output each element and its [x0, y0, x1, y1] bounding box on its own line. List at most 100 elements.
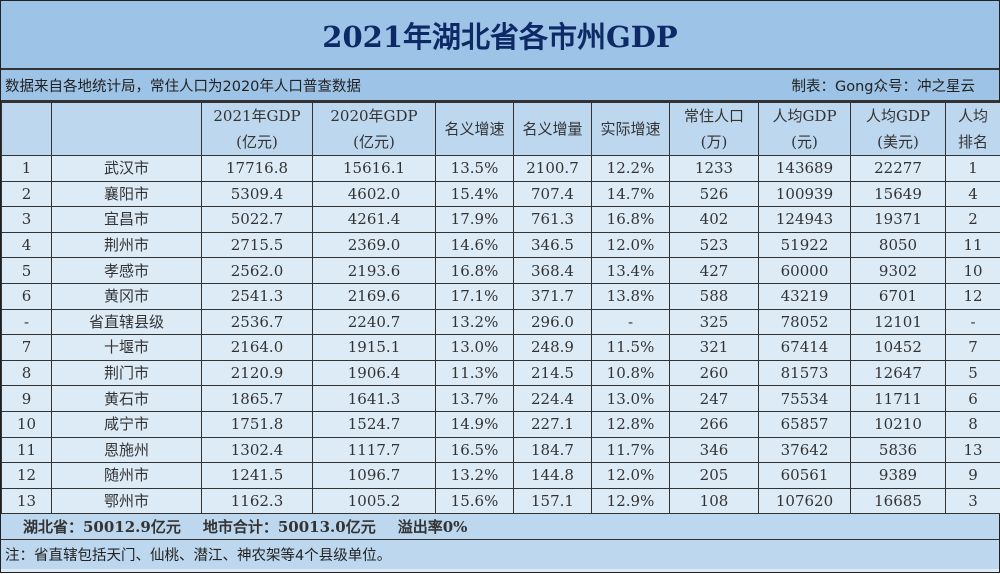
province-total: 湖北省：50012.9亿元: [23, 518, 181, 537]
column-header: 名义增速: [435, 102, 514, 156]
table-cell: 75534: [758, 385, 851, 412]
table-cell: 346: [669, 436, 759, 464]
table-cell: 143689: [758, 155, 851, 182]
table-cell: 17.1%: [435, 282, 514, 310]
table-cell: 2100.7: [513, 155, 592, 182]
table-cell: 10: [945, 257, 1000, 284]
table-cell: 黄石市: [51, 385, 202, 412]
column-header-unit: (亿元): [312, 129, 436, 156]
table-cell: 4: [1, 231, 52, 259]
table-cell: 13: [945, 436, 1000, 464]
table-cell: 184.7: [513, 436, 592, 464]
table-cell: 襄阳市: [51, 180, 202, 208]
table-cell: 14.7%: [591, 180, 670, 208]
table-cell: 100939: [758, 180, 851, 208]
table-cell: 9389: [850, 462, 946, 489]
table-cell: 12647: [850, 359, 946, 387]
table-cell: 227.1: [513, 410, 592, 438]
table-cell: 9302: [850, 257, 946, 284]
table-cell: 8050: [850, 231, 946, 259]
column-header: 名义增量: [513, 102, 592, 156]
table-cell: 11.7%: [591, 436, 670, 464]
table-cell: 5309.4: [201, 180, 313, 208]
table-cell: 12.8%: [591, 410, 670, 438]
table-cell: 2240.7: [312, 308, 436, 336]
table-row: 6 黄冈市 2541.3 2169.6 17.1% 371.7 13.8% 588 43219 6…: [1, 282, 1000, 310]
table-cell: 1302.4: [201, 436, 313, 464]
table-cell: 鄂州市: [51, 487, 202, 515]
table-cell: 266: [669, 410, 759, 438]
table-row: 8 荆门市 2120.9 1906.4 11.3% 214.5 10.8% 260 81573 1…: [1, 359, 1000, 387]
table-cell: 588: [669, 282, 759, 310]
table-cell: 13.5%: [435, 155, 514, 182]
column-header-unit: (万): [669, 129, 759, 156]
table-row: 1 武汉市 17716.8 15616.1 13.5% 2100.7 12.2% 1233 14…: [1, 155, 1000, 182]
table-cell: 1005.2: [312, 487, 436, 515]
table-body: 1 武汉市 17716.8 15616.1 13.5% 2100.7 12.2% 1233 14…: [1, 155, 1000, 515]
table-cell: 37642: [758, 436, 851, 464]
cities-total: 地市合计：50013.0亿元: [202, 518, 376, 537]
table-cell: 武汉市: [51, 155, 202, 182]
table-cell: 12.0%: [591, 462, 670, 489]
overflow-rate: 溢出率0%: [397, 518, 468, 537]
source-bar: 数据来自各地统计局，常住人口为2020年人口普查数据 制表：Gong众号：冲之星…: [1, 70, 999, 102]
table-cell: 214.5: [513, 359, 592, 387]
table-cell: 523: [669, 231, 759, 259]
table-cell: 260: [669, 359, 759, 387]
table-cell: 8: [945, 410, 1000, 438]
table-cell: 6701: [850, 282, 946, 310]
table-cell: 10210: [850, 410, 946, 438]
table-row: 13 鄂州市 1162.3 1005.2 15.6% 157.1 12.9% 108 10762…: [1, 487, 1000, 515]
table-cell: 321: [669, 334, 759, 361]
table-cell: 11711: [850, 385, 946, 412]
table-cell: 14.6%: [435, 231, 514, 259]
table-cell: 15.6%: [435, 487, 514, 515]
table-cell: 2: [1, 180, 52, 208]
table-cell: 10452: [850, 334, 946, 361]
table-cell: 5: [945, 359, 1000, 387]
summary-row: 湖北省：50012.9亿元 地市合计：50013.0亿元 溢出率0%: [1, 514, 999, 541]
table-cell: 296.0: [513, 308, 592, 336]
table-cell: 16.8%: [591, 206, 670, 233]
table-cell: 108: [669, 487, 759, 515]
table-cell: 15.4%: [435, 180, 514, 208]
table-row: 7 十堰市 2164.0 1915.1 13.0% 248.9 11.5% 321 67414 1…: [1, 334, 1000, 361]
table-cell: 2164.0: [201, 334, 313, 361]
table-cell: 4261.4: [312, 206, 436, 233]
table-cell: 13.0%: [435, 334, 514, 361]
table-cell: 12.9%: [591, 487, 670, 515]
table-cell: 65857: [758, 410, 851, 438]
table-row: 2 襄阳市 5309.4 4602.0 15.4% 707.4 14.7% 526 100939…: [1, 180, 1000, 208]
table-cell: 13.0%: [591, 385, 670, 412]
table-cell: 1524.7: [312, 410, 436, 438]
table-cell: -: [945, 308, 1000, 336]
source-note: 数据来自各地统计局，常住人口为2020年人口普查数据: [5, 78, 361, 95]
table-cell: 13.2%: [435, 308, 514, 336]
table-cell: 247: [669, 385, 759, 412]
column-header: 人均GDP: [758, 102, 851, 129]
table-cell: 205: [669, 462, 759, 489]
table-cell: 6: [945, 385, 1000, 412]
table-cell: 51922: [758, 231, 851, 259]
table-cell: 1641.3: [312, 385, 436, 412]
table-cell: 省直辖县级: [51, 308, 202, 336]
table-cell: 526: [669, 180, 759, 208]
table-cell: 325: [669, 308, 759, 336]
table-cell: 60000: [758, 257, 851, 284]
table-cell: 427: [669, 257, 759, 284]
table-cell: 3: [1, 206, 52, 233]
table-cell: 224.4: [513, 385, 592, 412]
table-cell: 11.3%: [435, 359, 514, 387]
table-cell: 13.8%: [591, 282, 670, 310]
table-cell: 17716.8: [201, 155, 313, 182]
footnote: 注：省直辖包括天门、仙桃、潜江、神农架等4个县级单位。: [1, 540, 999, 570]
column-header: 人均: [945, 102, 1000, 129]
table-cell: 16685: [850, 487, 946, 515]
table-cell: 1865.7: [201, 385, 313, 412]
header-row: (亿元) (亿元) (万) (元) (美元) 排名: [2, 129, 1000, 156]
table-cell: 3: [945, 487, 1000, 515]
table-cell: 恩施州: [51, 436, 202, 464]
table-cell: 19371: [850, 206, 946, 233]
table-cell: 7: [1, 334, 52, 361]
